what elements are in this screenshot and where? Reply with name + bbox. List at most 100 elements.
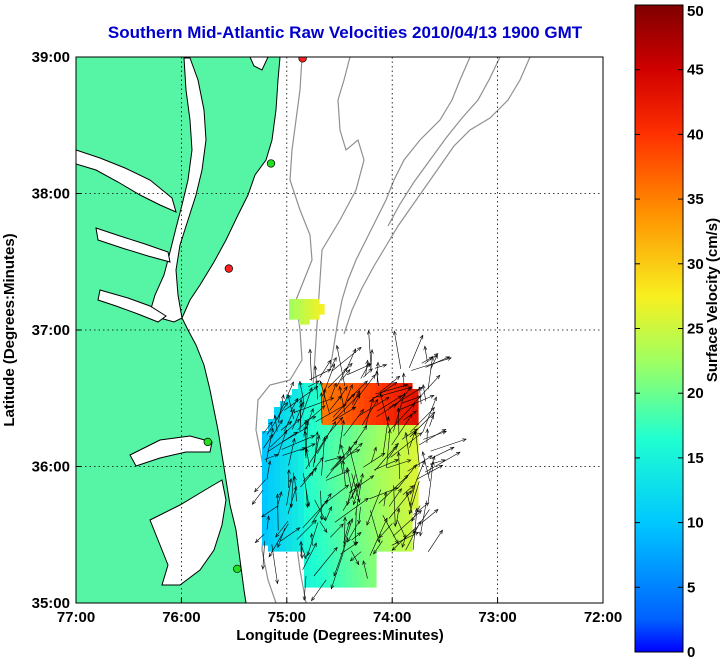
velocity-cell — [280, 407, 287, 414]
velocity-cell — [382, 497, 389, 504]
velocity-cell — [286, 533, 293, 540]
velocity-arrow — [277, 493, 279, 531]
velocity-cell — [334, 383, 341, 390]
velocity-cell — [268, 521, 275, 528]
velocity-arrow-head — [441, 429, 447, 433]
velocity-arrow-head — [291, 408, 295, 414]
velocity-arrow-head — [359, 408, 365, 414]
velocity-cell — [316, 431, 323, 438]
velocity-arrow — [377, 395, 402, 412]
velocity-arrow-head — [438, 464, 444, 469]
velocity-cell — [304, 545, 311, 552]
velocity-cell — [310, 539, 317, 546]
velocity-cell — [309, 314, 315, 320]
velocity-arrow-head — [287, 469, 291, 474]
velocity-arrow — [380, 393, 391, 431]
y-tick-label: 39:00 — [32, 49, 70, 66]
velocity-arrow-head — [371, 374, 376, 379]
velocity-arrow — [311, 493, 332, 524]
velocity-cell — [334, 491, 341, 498]
velocity-arrow-head — [273, 454, 279, 458]
velocity-cell — [358, 545, 365, 552]
velocity-arrow-head — [418, 432, 423, 437]
velocity-cell — [382, 443, 389, 450]
velocity-cell — [280, 491, 287, 498]
velocity-cell — [364, 455, 371, 462]
velocity-cell — [298, 497, 305, 504]
velocity-cell — [346, 485, 353, 492]
velocity-arrow — [343, 409, 364, 437]
velocity-arrow — [361, 399, 378, 426]
velocity-cell — [286, 539, 293, 546]
velocity-cell — [388, 455, 395, 462]
velocity-cell — [310, 473, 317, 480]
velocity-arrow — [319, 520, 328, 533]
velocity-cell — [358, 491, 365, 498]
delaware-bay — [249, 57, 269, 71]
velocity-arrow — [340, 444, 346, 460]
velocity-cell — [412, 479, 419, 486]
velocity-cell — [388, 407, 395, 414]
velocity-cell — [262, 467, 269, 474]
velocity-cell — [376, 473, 383, 480]
potomac-river — [76, 149, 177, 213]
velocity-cell — [294, 314, 300, 320]
velocity-arrow — [407, 455, 433, 472]
velocity-cell — [388, 509, 395, 516]
velocity-arrow — [343, 521, 350, 544]
velocity-cell — [292, 413, 299, 420]
velocity-cell — [364, 563, 371, 570]
velocity-cell — [382, 539, 389, 546]
velocity-cell — [274, 497, 281, 504]
velocity-cell — [268, 539, 275, 546]
velocity-cell — [280, 533, 287, 540]
velocity-arrow — [278, 394, 284, 423]
velocity-cell — [346, 419, 353, 426]
plot-area — [76, 57, 603, 603]
velocity-arrow — [408, 335, 424, 369]
velocity-cell — [394, 509, 401, 516]
velocity-cell — [364, 443, 371, 450]
velocity-cell — [388, 515, 395, 522]
velocity-arrow — [266, 460, 271, 480]
velocity-cell — [340, 539, 347, 546]
velocity-arrow — [409, 484, 416, 507]
velocity-arrow-head — [312, 519, 317, 525]
velocity-arrow-head — [380, 452, 386, 457]
velocity-arrow-head — [392, 381, 398, 386]
velocity-cell — [316, 485, 323, 492]
velocity-arrow-head — [378, 533, 383, 539]
velocity-cell — [298, 515, 305, 522]
velocity-arrow-head — [386, 416, 390, 421]
velocity-cell — [286, 437, 293, 444]
velocity-cell — [388, 467, 395, 474]
velocity-arrow — [271, 544, 278, 584]
velocity-arrow — [411, 460, 425, 494]
velocity-arrow — [343, 517, 346, 553]
velocity-cell — [334, 551, 341, 558]
velocity-arrow-head — [346, 466, 350, 472]
velocity-cell — [262, 497, 269, 504]
velocity-cell — [376, 413, 383, 420]
velocity-cell — [316, 569, 323, 576]
velocity-arrow — [353, 479, 362, 505]
velocity-cell — [310, 431, 317, 438]
velocity-cell — [346, 449, 353, 456]
velocity-cell — [334, 575, 341, 582]
velocity-cell — [400, 419, 407, 426]
velocity-arrow — [358, 374, 376, 397]
velocity-cell — [346, 509, 353, 516]
velocity-cell — [298, 413, 305, 420]
velocity-arrow-head — [357, 346, 362, 351]
velocity-arrow — [422, 451, 430, 482]
velocity-cell — [310, 509, 317, 516]
velocity-cell — [412, 443, 419, 450]
velocity-cell — [370, 479, 377, 486]
y-axis-label: Latitude (Degrees:Minutes) — [1, 233, 18, 426]
velocity-cell — [328, 557, 335, 564]
velocity-arrow-head — [289, 503, 294, 509]
velocity-cell — [352, 509, 359, 516]
velocity-cell — [400, 425, 407, 432]
velocity-arrow — [398, 452, 401, 480]
velocity-cell — [352, 545, 359, 552]
